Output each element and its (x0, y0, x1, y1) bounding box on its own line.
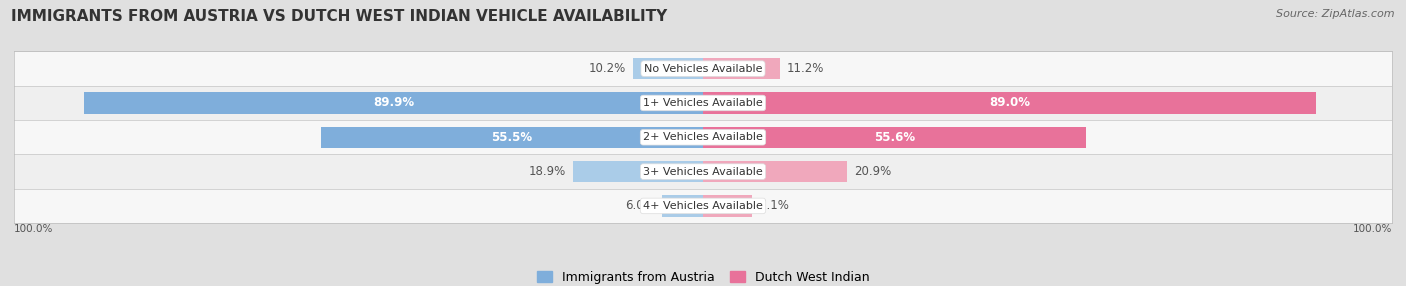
Text: 3+ Vehicles Available: 3+ Vehicles Available (643, 167, 763, 176)
Bar (703, 92, 1316, 114)
Bar (703, 127, 1085, 148)
Bar (703, 161, 846, 182)
Bar (703, 58, 780, 79)
FancyBboxPatch shape (14, 86, 1392, 120)
Bar (662, 195, 703, 217)
Text: 89.0%: 89.0% (988, 96, 1031, 110)
Text: IMMIGRANTS FROM AUSTRIA VS DUTCH WEST INDIAN VEHICLE AVAILABILITY: IMMIGRANTS FROM AUSTRIA VS DUTCH WEST IN… (11, 9, 668, 23)
Text: 89.9%: 89.9% (373, 96, 413, 110)
FancyBboxPatch shape (14, 154, 1392, 189)
Bar (321, 127, 703, 148)
Text: 55.6%: 55.6% (875, 131, 915, 144)
Text: 10.2%: 10.2% (589, 62, 626, 75)
Text: 6.0%: 6.0% (626, 199, 655, 212)
Bar (572, 161, 703, 182)
Bar (703, 195, 752, 217)
FancyBboxPatch shape (14, 189, 1392, 223)
Text: 7.1%: 7.1% (759, 199, 789, 212)
Text: 100.0%: 100.0% (14, 224, 53, 234)
Text: 55.5%: 55.5% (491, 131, 533, 144)
Bar (633, 58, 703, 79)
Text: 20.9%: 20.9% (853, 165, 891, 178)
Text: 4+ Vehicles Available: 4+ Vehicles Available (643, 201, 763, 211)
Text: No Vehicles Available: No Vehicles Available (644, 64, 762, 74)
FancyBboxPatch shape (14, 120, 1392, 154)
FancyBboxPatch shape (14, 51, 1392, 86)
Legend: Immigrants from Austria, Dutch West Indian: Immigrants from Austria, Dutch West Indi… (531, 266, 875, 286)
Text: 2+ Vehicles Available: 2+ Vehicles Available (643, 132, 763, 142)
Text: 18.9%: 18.9% (529, 165, 565, 178)
Bar (83, 92, 703, 114)
Text: Source: ZipAtlas.com: Source: ZipAtlas.com (1277, 9, 1395, 19)
Text: 100.0%: 100.0% (1353, 224, 1392, 234)
Text: 1+ Vehicles Available: 1+ Vehicles Available (643, 98, 763, 108)
Text: 11.2%: 11.2% (787, 62, 824, 75)
